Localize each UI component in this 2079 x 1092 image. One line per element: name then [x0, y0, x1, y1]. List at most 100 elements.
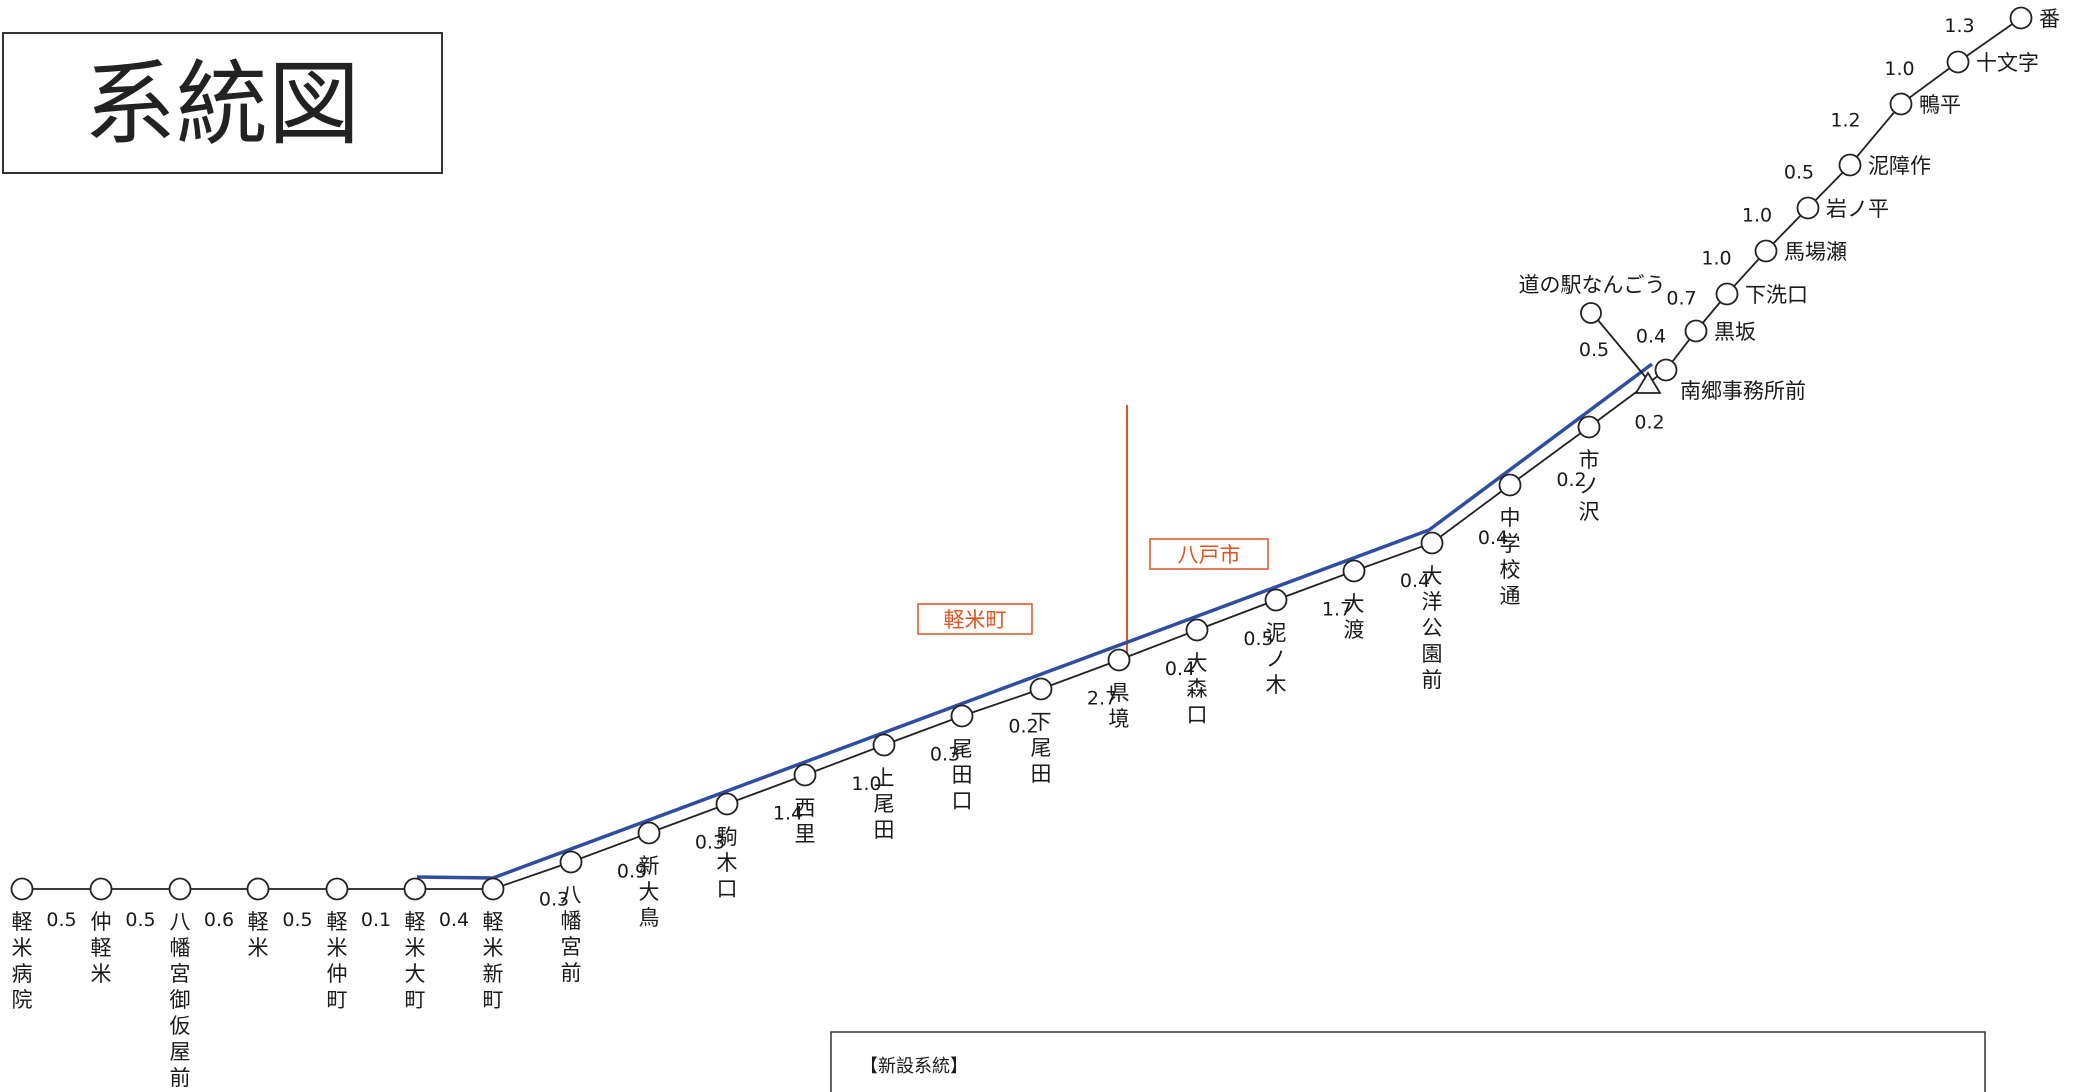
stop-name-char: 軽	[327, 910, 348, 934]
stop-name-char: 口	[952, 789, 973, 813]
stop-name: 鴨平	[1919, 93, 1961, 117]
region-box-west	[917, 603, 1033, 635]
stop: 軽米 0.5	[246, 877, 313, 960]
stop-name-char: 里	[795, 822, 816, 846]
branch-line	[1591, 312, 1649, 381]
stop-name-char: 尾	[874, 792, 895, 816]
stop-name-char: 前	[170, 1066, 191, 1090]
stop-marker	[559, 850, 583, 874]
stop: 大渡 0.4	[1342, 559, 1430, 642]
stop: 大洋公園前 0.4	[1420, 527, 1508, 692]
page-title: 系統図	[84, 51, 360, 158]
stop-marker	[403, 877, 427, 901]
stop-name-char: 尾	[1031, 736, 1052, 760]
stop-name: 岩ノ平	[1826, 197, 1889, 221]
stop-name-char: 大	[639, 880, 660, 904]
stop-marker	[872, 733, 896, 757]
stop-name: 泥障作	[1868, 154, 1931, 178]
stop-name: 南郷事務所前	[1680, 379, 1806, 403]
stop-name-char: 大	[1344, 592, 1365, 616]
stop-name-char: 病	[12, 962, 33, 986]
stop: 下尾田 2.7	[1029, 677, 1117, 786]
stop-marker	[1838, 153, 1862, 177]
distance-label: 0.9	[617, 861, 647, 883]
stop-marker	[89, 877, 113, 901]
distance-label: 0.3	[695, 832, 725, 854]
stop: 軽米大町 0.4	[403, 877, 469, 1012]
stop-name-char: 米	[483, 936, 504, 960]
branch-layer: 道の駅なんごう 0.5	[1519, 273, 1666, 394]
stop-marker	[2009, 6, 2033, 30]
distance-label: 1.0	[1884, 58, 1914, 80]
distance-label: 0.1	[361, 909, 391, 931]
stop-name-char: 軽	[483, 910, 504, 934]
stop-name: 県境	[1109, 681, 1130, 731]
stop-name: 新大鳥	[639, 854, 660, 930]
distance-label: 2.7	[1087, 688, 1117, 710]
stop-name-char: 仲	[327, 962, 348, 986]
stop-name-char: 新	[639, 854, 660, 878]
stop-name: 軽米仲町	[327, 910, 348, 1012]
stop-name-char: 口	[1187, 703, 1208, 727]
stop-name: 西里	[795, 796, 816, 846]
stop-marker	[950, 704, 974, 728]
stop-name-char: ノ	[1266, 647, 1287, 671]
stop: 尾田口 0.2	[950, 704, 1039, 813]
region-label-west: 軽米町	[944, 608, 1007, 632]
stop-marker	[1185, 618, 1209, 642]
stop-name-char: 学	[1500, 532, 1521, 556]
stop-name: 八幡宮前	[561, 883, 582, 985]
stop-marker	[1754, 239, 1778, 263]
stop-name-char: 仲	[91, 910, 112, 934]
branch-distance: 0.5	[1579, 339, 1609, 361]
stop-name-char: 軽	[405, 910, 426, 934]
distance-label: 1.3	[1944, 15, 1974, 37]
stop-marker	[246, 877, 270, 901]
stop-name-char: 田	[1031, 762, 1052, 786]
stop-name-char: 森	[1187, 677, 1208, 701]
stop-name-char: 口	[717, 877, 738, 901]
stop-name-char: 大	[1422, 564, 1443, 588]
stop-name-char: 宮	[561, 935, 582, 959]
distance-label: 1.0	[1701, 248, 1731, 270]
stop-name-char: 米	[405, 936, 426, 960]
new-route-box	[830, 1031, 1986, 1092]
stop: 駒木口 1.4	[715, 792, 803, 901]
stop-marker	[1342, 559, 1366, 583]
stop-name-char: 軽	[248, 910, 269, 934]
stop: 岩ノ平 0.5	[1784, 162, 1889, 222]
stop-name: 下尾田	[1031, 710, 1052, 786]
distance-label: 0.5	[1784, 162, 1814, 184]
stop-name-char: 園	[1422, 642, 1443, 666]
stop-name-char: 公	[1422, 616, 1443, 640]
stop-name-char: 通	[1500, 584, 1521, 608]
distance-label: 0.2	[1556, 469, 1586, 491]
stop-name-char: 洋	[1422, 590, 1443, 614]
stop-name: 大渡	[1344, 592, 1365, 642]
stop-name: 軽米新町	[483, 910, 504, 1012]
branch-stop-marker	[1580, 302, 1602, 324]
terminal-triangle-icon	[1634, 371, 1662, 394]
stop-marker	[1889, 92, 1913, 116]
stop-name-char: 院	[12, 988, 33, 1012]
stop-name-char: 軽	[91, 936, 112, 960]
stop-name-char: 宮	[170, 962, 191, 986]
stop-name: 軽米病院	[12, 910, 33, 1012]
stop: 鴨平1.0	[1884, 58, 1961, 117]
stop: 番	[2009, 6, 2060, 31]
region-box-east	[1149, 538, 1269, 570]
stop-name-char: 泥	[1266, 621, 1287, 645]
stop-name: 上尾田	[874, 766, 895, 842]
distance-label: 0.2	[1008, 716, 1038, 738]
stop-marker	[1684, 319, 1708, 343]
stop-name-char: 大	[1187, 651, 1208, 675]
stop-name: 中学校通	[1500, 506, 1521, 608]
stop-name: 大森口	[1187, 651, 1208, 727]
stop-name-char: 仮	[170, 1014, 191, 1038]
stop-name-char: 木	[717, 851, 738, 875]
stop-name-char: 大	[405, 962, 426, 986]
distance-label: 1.4	[773, 803, 803, 825]
stop-name: 駒木口	[717, 825, 738, 901]
stop-name-char: 町	[327, 988, 348, 1012]
